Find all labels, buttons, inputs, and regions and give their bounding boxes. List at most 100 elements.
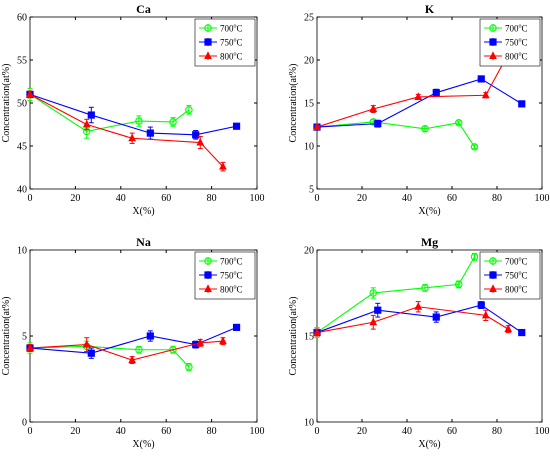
data-point bbox=[192, 131, 200, 139]
data-point bbox=[87, 349, 95, 357]
data-point bbox=[82, 339, 91, 348]
y-tick-label: 10 bbox=[17, 246, 27, 257]
data-point bbox=[196, 137, 205, 146]
data-point bbox=[204, 38, 212, 46]
legend-entry: 700oC bbox=[199, 257, 243, 267]
legend: 700oC 750oC 800oC bbox=[479, 18, 541, 67]
legend-entry: 750oC bbox=[199, 271, 243, 281]
x-tick-label: 100 bbox=[250, 193, 265, 204]
y-tick-label: 5 bbox=[309, 185, 314, 196]
legend-entry: 800oC bbox=[484, 284, 528, 295]
legend: 700oC 750oC 800oC bbox=[479, 251, 541, 300]
data-point bbox=[432, 313, 440, 321]
y-tick-label: 10 bbox=[304, 142, 314, 153]
data-point bbox=[313, 122, 321, 131]
legend-label: 750oC bbox=[505, 271, 528, 281]
data-point bbox=[504, 324, 513, 333]
x-tick-label: 20 bbox=[70, 193, 80, 204]
x-tick-label: 20 bbox=[357, 426, 367, 437]
y-tick-label: 45 bbox=[17, 142, 27, 153]
data-point bbox=[135, 346, 143, 354]
data-point bbox=[204, 257, 212, 265]
data-point bbox=[232, 122, 241, 130]
legend-label: 800oC bbox=[505, 52, 528, 62]
legend-label: 750oC bbox=[220, 271, 243, 281]
y-axis-label: Concentration(at%) bbox=[1, 297, 12, 376]
data-point bbox=[481, 310, 490, 319]
data-point bbox=[421, 284, 429, 292]
series-800 bbox=[313, 301, 513, 337]
x-tick-label: 100 bbox=[535, 426, 550, 437]
x-tick-label: 20 bbox=[357, 193, 367, 204]
legend-entry: 700oC bbox=[484, 24, 528, 34]
data-point bbox=[232, 323, 241, 332]
x-tick-label: 100 bbox=[535, 193, 550, 204]
data-point bbox=[128, 355, 136, 364]
data-point bbox=[169, 118, 177, 126]
data-point bbox=[146, 332, 154, 340]
data-point bbox=[477, 301, 485, 309]
x-tick-label: 0 bbox=[315, 426, 320, 437]
data-point bbox=[432, 89, 440, 97]
data-point bbox=[489, 271, 497, 279]
legend: 700oC 750oC 800oC bbox=[194, 18, 256, 67]
chart-title: Na bbox=[136, 235, 151, 249]
data-point bbox=[26, 89, 34, 98]
chart-panel-mg: 0 20 40 60 80 100 10 15 20 Mg X(%) Concentration(at… bbox=[288, 235, 550, 450]
x-tick-label: 80 bbox=[207, 426, 217, 437]
legend-label: 750oC bbox=[505, 38, 528, 48]
chart-title: Ca bbox=[136, 2, 151, 16]
data-point bbox=[369, 289, 377, 297]
data-point bbox=[374, 120, 382, 128]
series-700 bbox=[313, 252, 479, 339]
data-point bbox=[87, 111, 95, 119]
y-tick-label: 60 bbox=[17, 13, 27, 24]
y-tick-label: 55 bbox=[17, 56, 27, 67]
chart-panel-ca: 0 20 40 60 80 100 40 45 50 55 60 Ca X(%) Concentratio… bbox=[1, 2, 265, 217]
data-point bbox=[481, 90, 490, 99]
data-point bbox=[204, 51, 212, 59]
data-point bbox=[489, 38, 497, 46]
data-point bbox=[128, 133, 136, 142]
data-point bbox=[374, 306, 382, 314]
x-tick-label: 100 bbox=[250, 426, 265, 437]
data-point bbox=[219, 336, 227, 345]
legend-label: 700oC bbox=[220, 257, 243, 267]
x-tick-label: 80 bbox=[207, 193, 217, 204]
legend-label: 800oC bbox=[505, 285, 528, 295]
data-point bbox=[421, 125, 429, 133]
legend-entry: 750oC bbox=[484, 38, 528, 48]
legend-entry: 750oC bbox=[484, 271, 528, 281]
legend-label: 750oC bbox=[220, 38, 243, 48]
x-tick-label: 20 bbox=[70, 426, 80, 437]
y-tick-label: 50 bbox=[17, 99, 27, 110]
data-point bbox=[313, 327, 321, 336]
x-tick-label: 40 bbox=[402, 193, 412, 204]
legend-label: 700oC bbox=[505, 24, 528, 34]
x-tick-label: 0 bbox=[315, 193, 320, 204]
data-point bbox=[204, 271, 212, 279]
data-point bbox=[489, 24, 497, 32]
y-tick-label: 20 bbox=[304, 56, 314, 67]
data-point bbox=[146, 129, 154, 137]
legend: 700oC 750oC 800oC bbox=[194, 251, 256, 300]
data-point bbox=[185, 106, 193, 114]
legend-entry: 750oC bbox=[199, 38, 243, 48]
legend-label: 700oC bbox=[220, 24, 243, 34]
y-tick-label: 25 bbox=[304, 13, 314, 24]
x-tick-label: 60 bbox=[161, 426, 171, 437]
data-point bbox=[204, 24, 212, 32]
data-point bbox=[196, 338, 205, 346]
y-tick-label: 15 bbox=[304, 332, 314, 343]
x-axis-label: X(%) bbox=[132, 206, 154, 217]
x-tick-label: 0 bbox=[28, 193, 33, 204]
data-point bbox=[219, 161, 227, 170]
data-point bbox=[470, 253, 479, 261]
y-axis-label: Concentration(at%) bbox=[288, 297, 299, 376]
y-tick-label: 20 bbox=[304, 246, 314, 257]
data-point bbox=[169, 346, 177, 354]
legend-entry: 800oC bbox=[484, 51, 528, 62]
data-point bbox=[185, 363, 193, 371]
x-axis-label: X(%) bbox=[132, 439, 154, 450]
